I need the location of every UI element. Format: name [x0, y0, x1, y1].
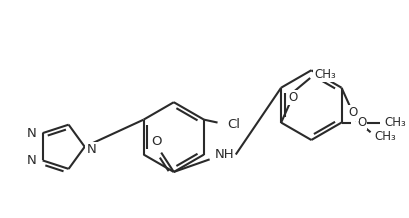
Text: O: O	[288, 91, 297, 104]
Text: O: O	[357, 116, 366, 129]
Text: Cl: Cl	[227, 118, 240, 131]
Text: CH₃: CH₃	[375, 130, 396, 143]
Text: O: O	[348, 106, 358, 119]
Text: N: N	[87, 143, 97, 156]
Text: CH₃: CH₃	[384, 116, 406, 129]
Text: N: N	[27, 127, 37, 140]
Text: O: O	[151, 135, 162, 148]
Text: N: N	[27, 154, 37, 167]
Text: CH₃: CH₃	[314, 68, 336, 81]
Text: NH: NH	[214, 148, 234, 161]
